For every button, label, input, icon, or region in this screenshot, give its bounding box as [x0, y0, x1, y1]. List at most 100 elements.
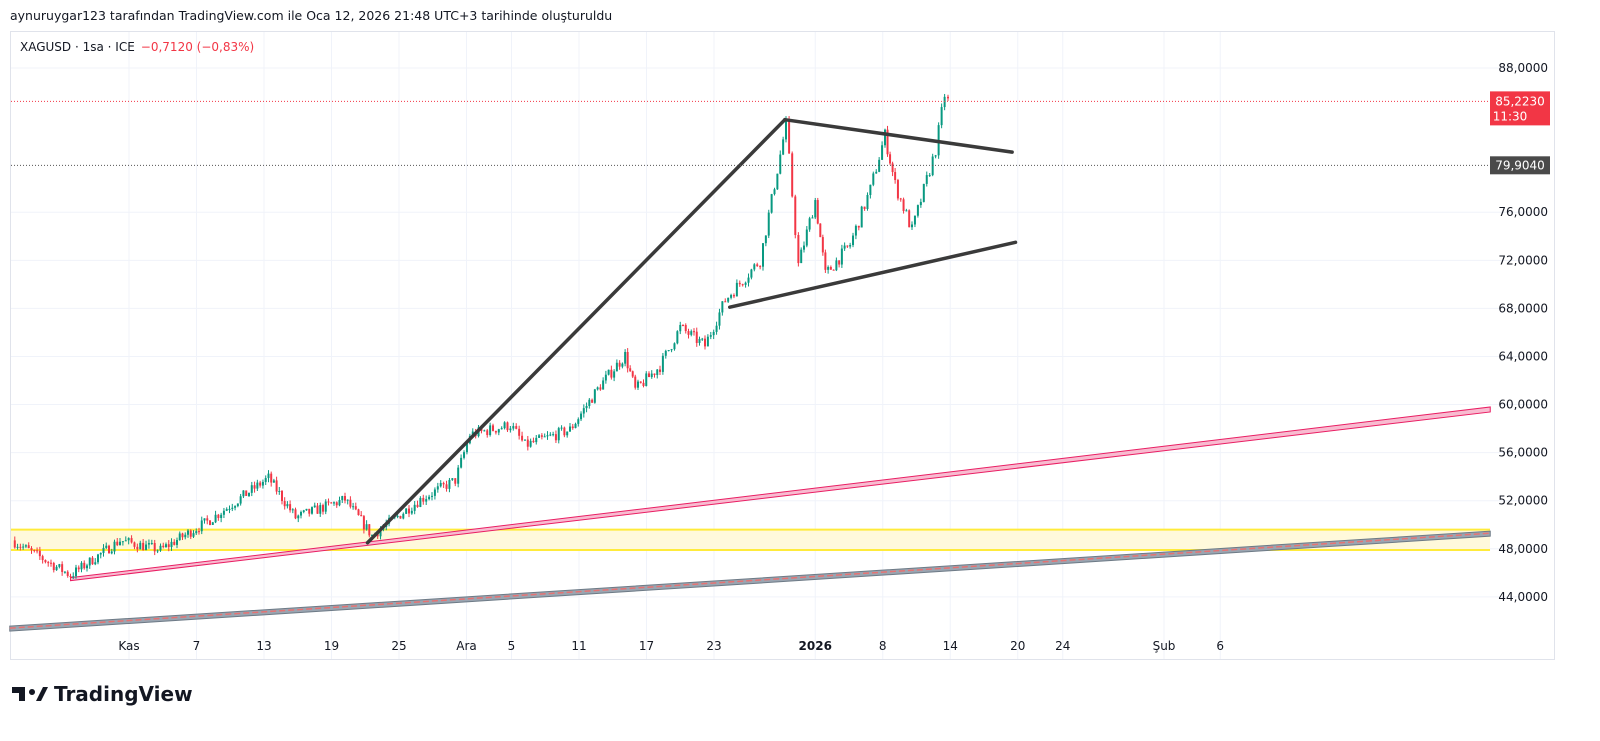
- candle-body: [159, 545, 162, 551]
- candle-body: [22, 546, 25, 548]
- candle-body: [44, 560, 47, 563]
- candle-body: [797, 235, 800, 264]
- candle-body: [664, 350, 667, 356]
- candle-body: [701, 338, 704, 340]
- chart-frame[interactable]: [10, 31, 1555, 660]
- candle-body: [24, 545, 27, 547]
- candle-body: [794, 196, 797, 236]
- candle-body: [124, 540, 127, 542]
- candle-body: [63, 571, 66, 573]
- candle-body: [222, 510, 225, 515]
- candle-body: [58, 564, 61, 567]
- candle-body: [245, 490, 248, 496]
- candle-body: [574, 423, 577, 429]
- candle-body: [209, 520, 211, 525]
- candle-body: [785, 118, 787, 140]
- candle-body: [61, 564, 64, 572]
- candle-body: [242, 490, 245, 497]
- candle-body: [410, 510, 413, 514]
- candle-body: [16, 546, 19, 548]
- candle-body: [631, 371, 634, 377]
- candle-body: [832, 269, 835, 271]
- candle-body: [762, 243, 764, 267]
- candle-body: [267, 473, 270, 479]
- candle-body: [741, 284, 744, 286]
- candle-body: [433, 489, 436, 496]
- candle-body: [416, 504, 419, 507]
- candle-body: [690, 331, 693, 335]
- candle-body: [225, 509, 228, 511]
- time-axis-label: 25: [391, 639, 406, 653]
- candle-body: [503, 422, 506, 429]
- time-axis-label: 14: [943, 639, 958, 653]
- candle-body: [648, 373, 650, 378]
- candle-body: [557, 428, 560, 441]
- price-axis-label: 72,0000: [1498, 253, 1548, 267]
- candle-body: [376, 533, 379, 537]
- candle-body: [803, 245, 805, 250]
- candle-body: [489, 425, 492, 435]
- candle-body: [463, 452, 466, 458]
- candle-body: [626, 351, 629, 369]
- candle-body: [791, 153, 794, 197]
- candle-body: [529, 440, 532, 447]
- candle-body: [256, 482, 259, 489]
- time-axis-label: 5: [508, 639, 516, 653]
- candle-body: [607, 369, 610, 375]
- candle-body: [184, 534, 187, 538]
- candle-body: [302, 510, 305, 512]
- candle-body: [142, 542, 145, 551]
- candle-body: [352, 506, 355, 508]
- candle-body: [588, 399, 591, 406]
- candle-body: [228, 508, 231, 510]
- candle-body: [618, 362, 621, 367]
- candle-body: [902, 199, 905, 212]
- candle-body: [220, 514, 223, 518]
- candle-body: [724, 301, 727, 303]
- candle-body: [354, 506, 357, 510]
- candle-body: [419, 497, 422, 507]
- candle-body: [919, 201, 922, 206]
- candle-body: [922, 183, 925, 202]
- candle-body: [214, 514, 217, 523]
- candle-body: [338, 500, 341, 506]
- candle-body: [91, 557, 94, 565]
- candle-body: [940, 107, 943, 126]
- candle-body: [854, 225, 857, 236]
- candle-body: [198, 531, 200, 533]
- price-axis-label: 64,0000: [1498, 349, 1548, 363]
- candle-body: [300, 511, 302, 516]
- candle-body: [170, 541, 173, 548]
- candle-body: [41, 556, 44, 561]
- candle-body: [878, 159, 881, 172]
- candle-body: [604, 374, 607, 381]
- candle-body: [305, 508, 308, 511]
- candle-body: [281, 491, 283, 502]
- candle-body: [540, 435, 543, 437]
- candle-body: [116, 541, 119, 546]
- candle-body: [308, 508, 311, 514]
- candle-body: [718, 312, 721, 326]
- brand-name: TradingView: [54, 682, 193, 706]
- candle-body: [97, 554, 99, 563]
- candle-body: [75, 567, 77, 577]
- candle-body: [333, 502, 335, 504]
- candle-body: [593, 389, 596, 403]
- candle-body: [460, 457, 463, 468]
- candle-body: [341, 496, 344, 501]
- symbol-legend[interactable]: XAGUSD · 1sa · ICE −0,7120 (−0,83%): [20, 40, 254, 54]
- candle-body: [253, 485, 256, 489]
- candle-body: [200, 520, 203, 532]
- last-price-tag: [1490, 91, 1550, 126]
- candle-body: [667, 350, 670, 352]
- candle-body: [52, 563, 55, 571]
- candle-body: [610, 369, 613, 378]
- candle-body: [788, 118, 791, 154]
- candle-body: [50, 562, 52, 564]
- time-axis-label: 13: [256, 639, 271, 653]
- candle-body: [153, 542, 156, 552]
- candle-body: [860, 206, 863, 228]
- candle-body: [838, 260, 841, 265]
- tradingview-logo[interactable]: TradingView: [12, 682, 193, 706]
